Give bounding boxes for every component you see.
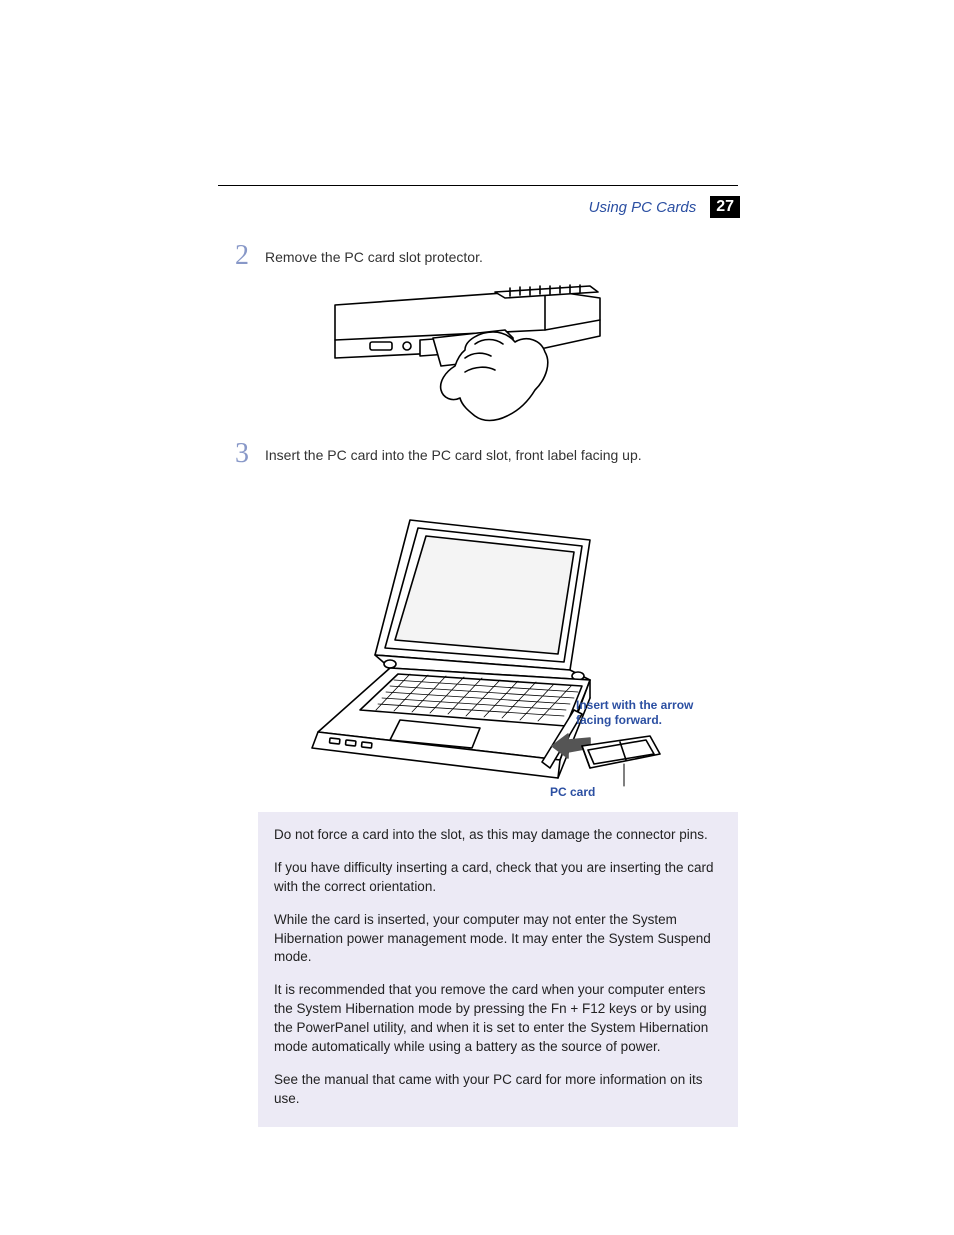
pc-card-label: PC card — [550, 785, 595, 799]
callout-line1: Insert with the arrow — [576, 698, 693, 712]
note-paragraph-2: If you have difficulty inserting a card,… — [274, 859, 722, 897]
laptop-illustration — [290, 510, 700, 810]
note-paragraph-3: While the card is inserted, your compute… — [274, 911, 722, 968]
note-paragraph-5: See the manual that came with your PC ca… — [274, 1071, 722, 1109]
step-3-text: Insert the PC card into the PC card slot… — [265, 446, 735, 466]
slot-protector-illustration — [315, 280, 605, 425]
figure-insert-card — [290, 510, 700, 810]
note-paragraph-4: It is recommended that you remove the ca… — [274, 981, 722, 1057]
step-3-number: 3 — [235, 438, 249, 470]
callout-line2: facing forward. — [576, 713, 662, 727]
page-header: Using PC Cards 27 — [575, 196, 740, 218]
header-rule — [218, 185, 738, 186]
step-2-text: Remove the PC card slot protector. — [265, 248, 725, 268]
step-2-number: 2 — [235, 240, 249, 272]
note-paragraph-1: Do not force a card into the slot, as th… — [274, 826, 722, 845]
notes-box: Do not force a card into the slot, as th… — [258, 812, 738, 1127]
figure-remove-protector — [315, 280, 605, 425]
page: Using PC Cards 27 2 Remove the PC card s… — [0, 0, 954, 1235]
section-title: Using PC Cards — [589, 199, 697, 216]
page-number: 27 — [710, 196, 740, 218]
insert-arrow-callout: Insert with the arrow facing forward. — [576, 698, 693, 728]
